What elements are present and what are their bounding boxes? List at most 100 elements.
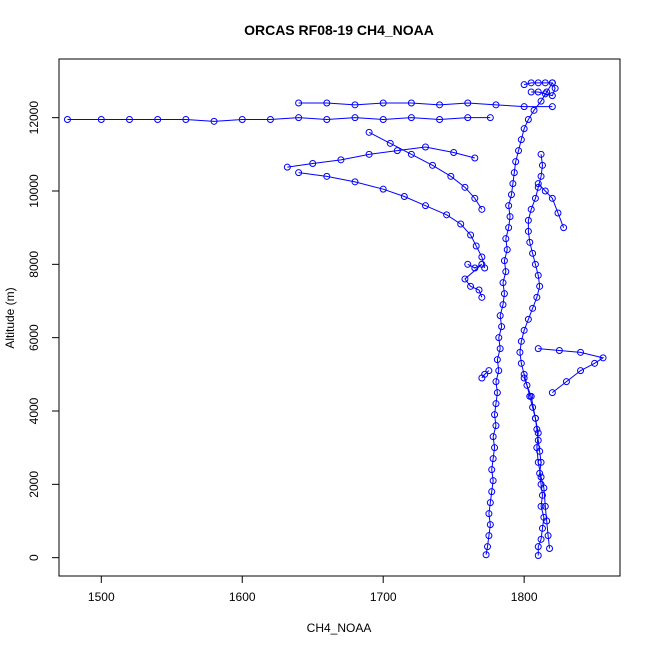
data-point bbox=[365, 128, 373, 136]
series-line bbox=[519, 154, 545, 556]
data-point bbox=[536, 282, 544, 290]
data-point bbox=[309, 160, 317, 167]
data-point bbox=[266, 116, 274, 123]
data-point bbox=[551, 84, 559, 92]
data-point bbox=[537, 502, 545, 510]
data-point bbox=[486, 499, 494, 507]
data-point bbox=[512, 158, 520, 166]
data-point bbox=[524, 315, 532, 323]
data-point bbox=[529, 249, 537, 257]
data-point bbox=[461, 183, 469, 191]
data-point bbox=[492, 422, 500, 430]
data-point bbox=[523, 381, 531, 389]
data-point bbox=[492, 101, 500, 109]
chart-title: ORCAS RF08-19 CH4_NOAA bbox=[244, 22, 434, 38]
y-tick-label: 6000 bbox=[27, 324, 41, 351]
data-point bbox=[543, 517, 551, 525]
data-point bbox=[478, 293, 486, 301]
data-point bbox=[295, 114, 303, 122]
data-point bbox=[379, 99, 387, 107]
y-tick-label: 2000 bbox=[27, 471, 41, 498]
data-point bbox=[534, 543, 542, 551]
data-point bbox=[125, 116, 133, 123]
data-series-13 bbox=[520, 79, 559, 100]
data-point bbox=[400, 193, 408, 200]
data-point bbox=[533, 444, 541, 452]
data-point bbox=[538, 161, 546, 169]
y-tick-label: 8000 bbox=[27, 251, 41, 278]
data-point bbox=[471, 154, 479, 162]
data-point bbox=[530, 106, 538, 114]
x-tick-label: 1700 bbox=[370, 590, 397, 604]
data-point bbox=[515, 147, 523, 155]
data-point bbox=[548, 79, 556, 87]
data-point bbox=[537, 473, 545, 481]
data-point bbox=[63, 116, 71, 123]
data-point bbox=[538, 524, 546, 532]
y-tick-label: 10000 bbox=[27, 174, 41, 208]
data-point bbox=[591, 359, 599, 367]
x-tick-label: 1500 bbox=[88, 590, 115, 604]
data-series-10 bbox=[520, 374, 554, 552]
data-point bbox=[493, 356, 501, 364]
data-point bbox=[599, 354, 607, 362]
data-point bbox=[386, 139, 394, 147]
data-point bbox=[489, 477, 497, 485]
data-point bbox=[505, 224, 513, 232]
data-point bbox=[524, 116, 532, 123]
data-point bbox=[520, 103, 528, 111]
data-point bbox=[210, 117, 218, 125]
data-point bbox=[534, 429, 542, 437]
data-point bbox=[495, 334, 503, 342]
y-axis-label: Altitude (m) bbox=[3, 287, 17, 348]
data-point bbox=[489, 433, 497, 441]
data-point bbox=[516, 348, 524, 356]
data-point bbox=[484, 543, 492, 551]
data-point bbox=[485, 367, 493, 375]
data-point bbox=[541, 79, 549, 87]
data-point bbox=[485, 510, 493, 518]
data-point bbox=[562, 378, 570, 386]
data-point bbox=[526, 238, 534, 246]
data-point bbox=[393, 147, 401, 155]
data-series-1 bbox=[482, 79, 556, 559]
data-point bbox=[493, 389, 501, 397]
data-series-9 bbox=[516, 150, 548, 559]
data-point bbox=[471, 194, 479, 202]
data-point bbox=[154, 116, 162, 123]
data-point bbox=[534, 345, 542, 353]
data-series-3 bbox=[295, 99, 556, 111]
data-series-7 bbox=[461, 260, 486, 301]
series-line bbox=[538, 348, 605, 394]
data-point bbox=[407, 114, 415, 122]
data-point bbox=[488, 488, 496, 496]
data-point bbox=[323, 172, 331, 180]
axis-ticks: 1500 1600 1700 1800 0 2000 4000 6000 8000 10000 12… bbox=[27, 101, 538, 604]
data-series-6 bbox=[365, 128, 486, 213]
data-point bbox=[472, 242, 480, 250]
data-point bbox=[577, 348, 585, 356]
data-point bbox=[546, 545, 554, 552]
data-point bbox=[447, 172, 455, 180]
data-point bbox=[467, 231, 475, 239]
series-line bbox=[287, 146, 475, 168]
data-point bbox=[534, 180, 542, 188]
data-point bbox=[486, 521, 494, 529]
series-line bbox=[298, 102, 553, 108]
data-point bbox=[499, 279, 507, 287]
data-point bbox=[520, 370, 528, 378]
data-point bbox=[499, 301, 507, 309]
data-point bbox=[520, 374, 528, 382]
data-point bbox=[488, 466, 496, 474]
y-tick-label: 12000 bbox=[27, 101, 41, 135]
data-point bbox=[503, 246, 511, 254]
data-point bbox=[486, 114, 494, 122]
data-point bbox=[520, 81, 528, 89]
data-point bbox=[97, 116, 105, 123]
data-point bbox=[323, 99, 331, 107]
data-point bbox=[351, 101, 359, 109]
series-line bbox=[485, 82, 553, 555]
data-point bbox=[577, 367, 585, 375]
data-point bbox=[527, 205, 535, 213]
data-point bbox=[524, 216, 532, 224]
